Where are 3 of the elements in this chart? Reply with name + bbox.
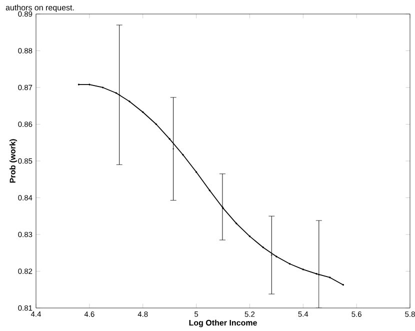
x-axis-title: Log Other Income xyxy=(189,320,257,328)
text: authors on request. xyxy=(6,4,74,12)
y-axis-title: Prob (work) xyxy=(10,139,18,183)
